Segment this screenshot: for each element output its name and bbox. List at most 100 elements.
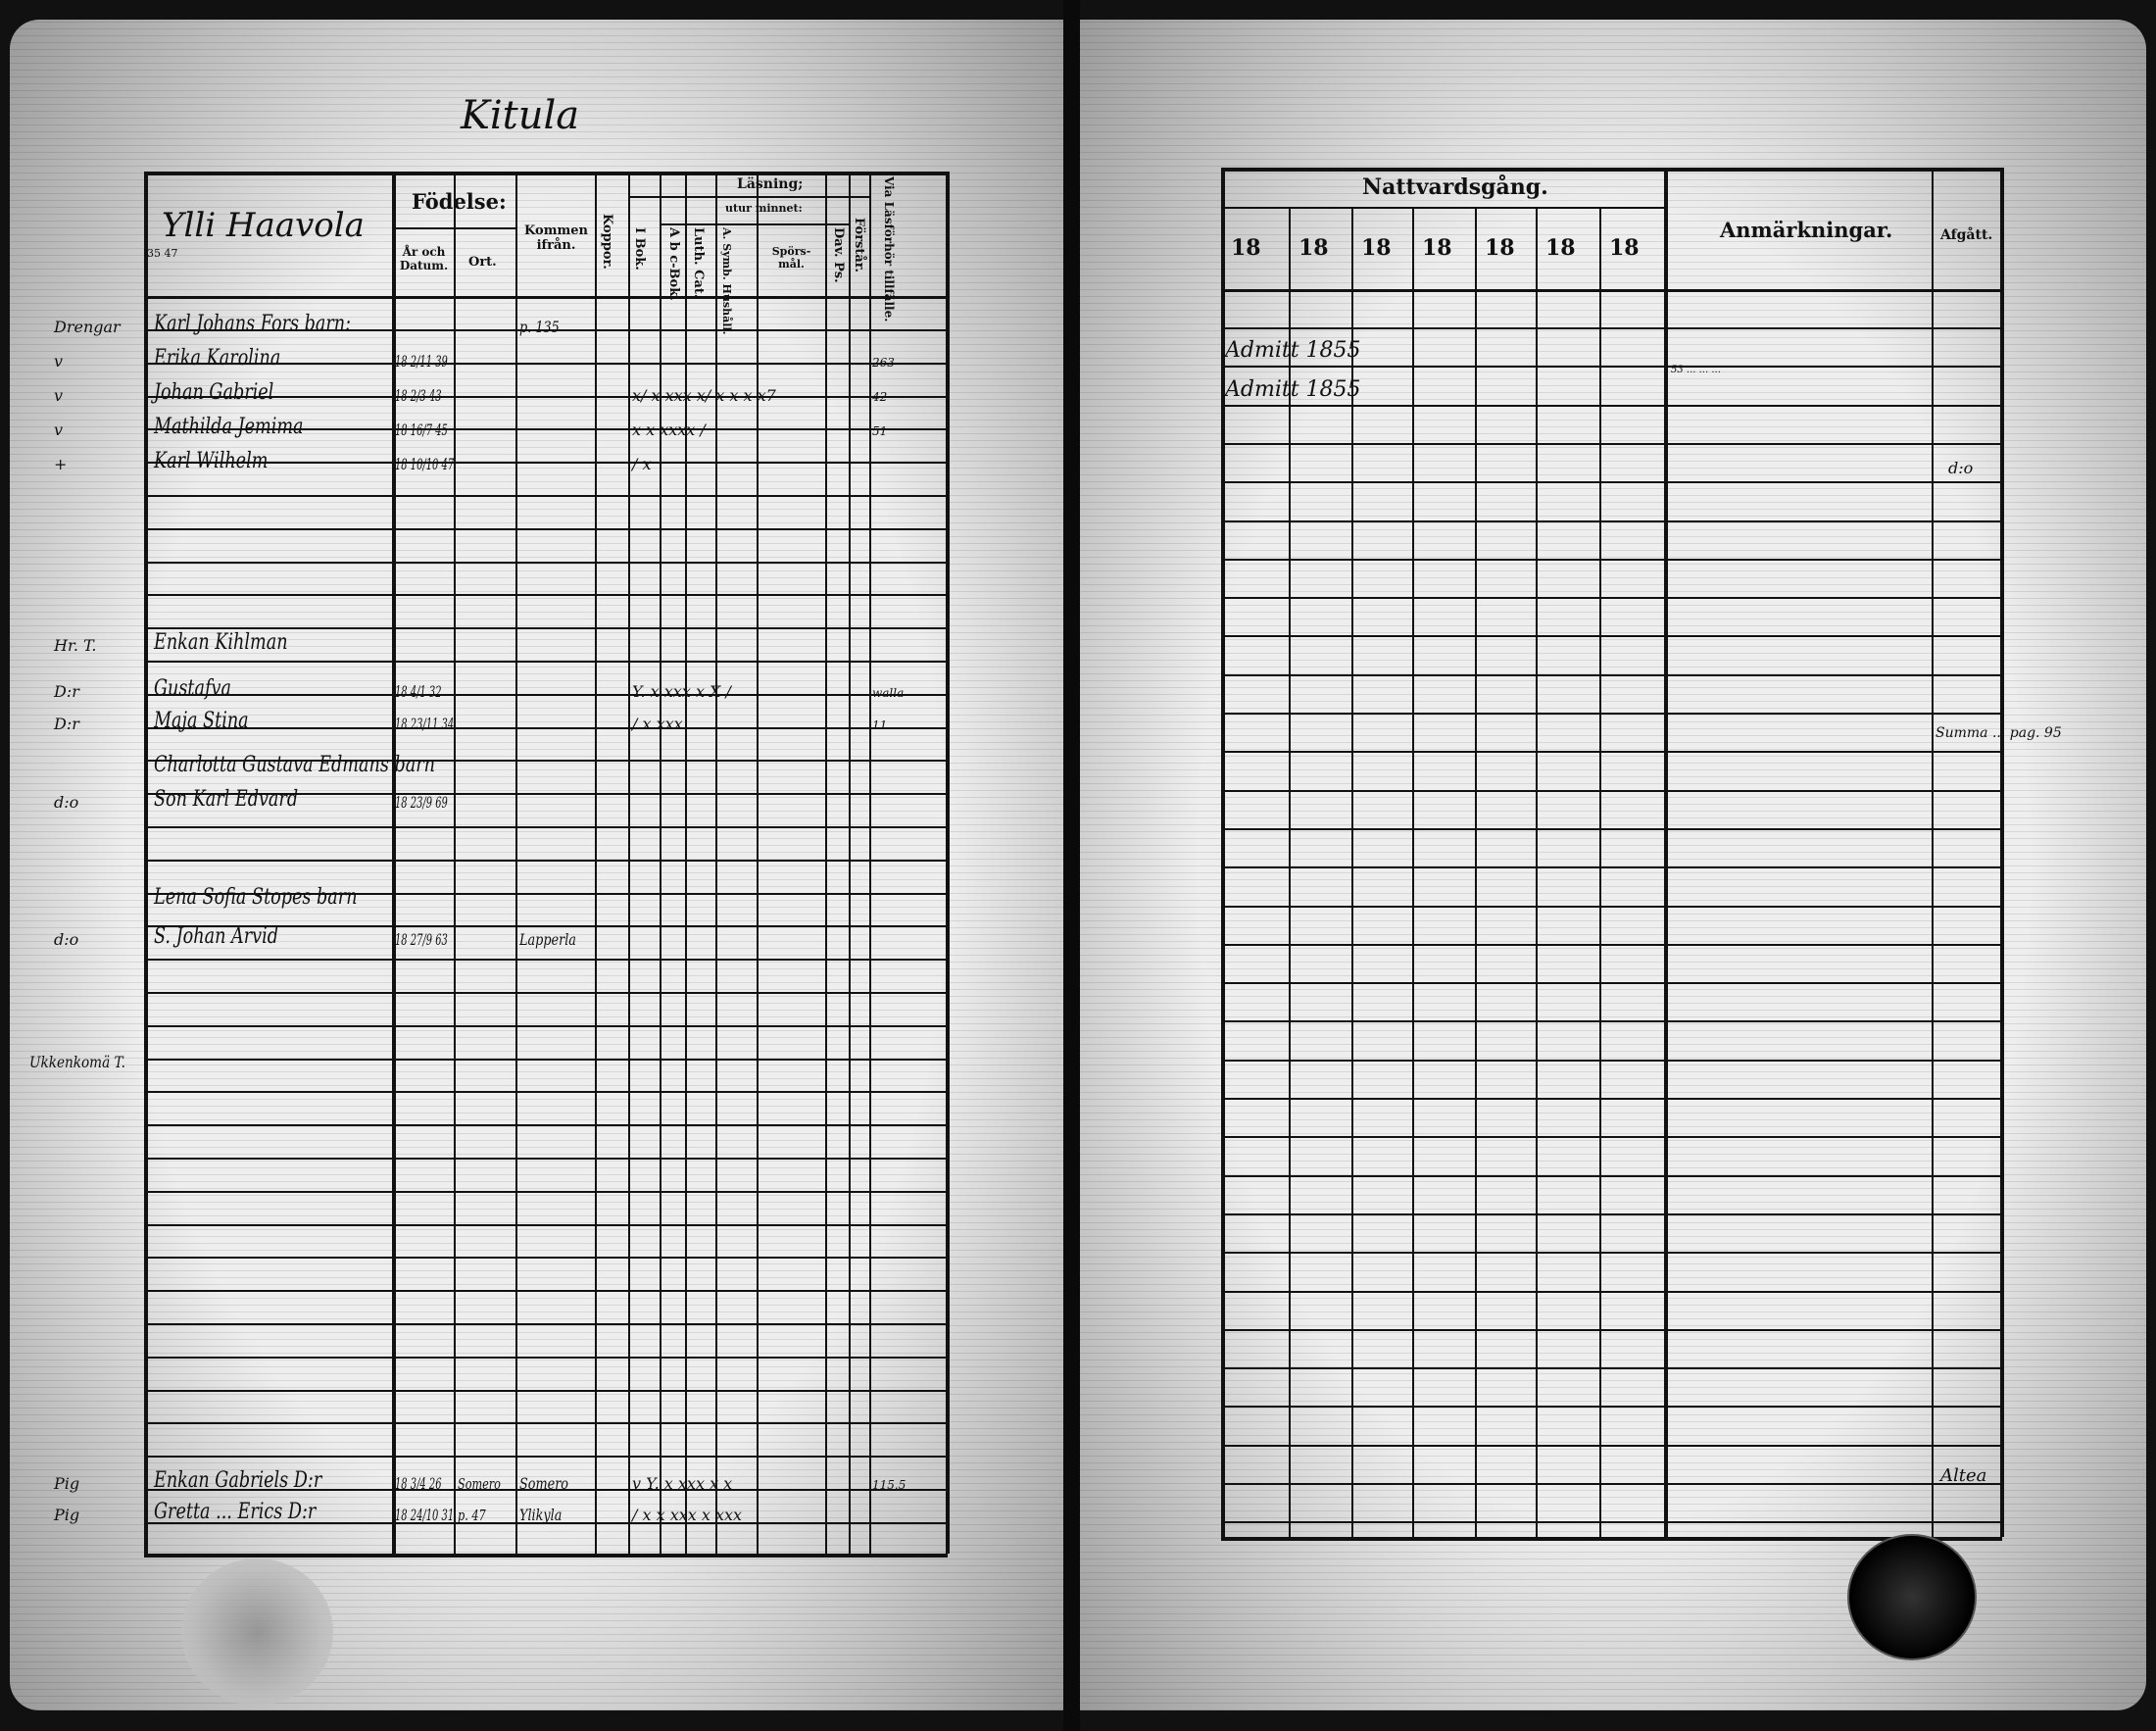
grid-line [1221,1020,2002,1023]
via-note: 42 [872,390,888,404]
village-name: Kitula [461,93,580,138]
grid-line [144,859,948,862]
grid-line [1221,289,2002,292]
grid-line [628,196,869,198]
person-name: Karl Johans Fors barn: [154,312,352,336]
grid-line [144,1489,948,1491]
person-name: Johan Gabriel [154,380,274,405]
header-kommen: Kommen ifrån. [524,223,588,253]
grid-line [1221,943,2002,946]
grid-line [660,172,662,1554]
grid-line [1664,168,1668,1537]
grid-line [1221,1174,2002,1177]
margin-note: + [54,455,68,473]
person-name: Gustafva [154,676,231,701]
grid-line [869,172,871,1554]
header-a-symb: A. Symb. Hushåll. [720,227,733,335]
grid-line [144,1521,948,1524]
reading-marks: / x x xxx x xxx [632,1506,743,1524]
grid-line [2000,168,2004,1537]
afgatt-entry: d:o [1948,459,1974,477]
remark: 53 ... ... ... [1671,365,1721,375]
grid-line [144,1158,948,1160]
farm-number: 35 47 [147,247,178,260]
margin-note: d:o [54,930,79,949]
person-name: Erika Karolina [154,346,281,371]
grid-line [1221,519,2002,522]
margin-note: Pig [54,1474,80,1493]
grid-line [1221,1444,2002,1447]
birth-date: 18 10/10 47 [395,455,455,473]
person-name: Charlotta Gustava Edmans barn [154,753,435,777]
book-gutter [1063,0,1080,1731]
grid-line [1221,1136,2002,1139]
grid-line [1351,207,1353,1537]
grid-line [1221,866,2002,869]
kommen-from: Ylikyla [519,1506,563,1524]
grid-line [1221,673,2002,676]
grid-line [1221,635,2002,638]
person-name: Karl Wilhelm [154,449,269,473]
via-note: 51 [872,424,888,438]
person-name: Enkan Kihlman [154,630,288,655]
header-ort: Ort. [468,255,497,270]
header-utur-minnet: utur minnet: [725,202,803,215]
person-name: Enkan Gabriels D:r [154,1468,322,1493]
grid-line [1221,1328,2002,1331]
year-column-header: 18 [1298,235,1329,261]
grid-line [1221,713,2002,715]
grid-line [1221,827,2002,830]
grid-line [144,1024,948,1027]
person-name: S. Johan Arvid [154,924,278,949]
grid-line [144,172,148,1554]
year-column-header: 18 [1545,235,1576,261]
grid-line [1221,366,2002,369]
grid-line [144,296,948,299]
grid-line [144,329,948,331]
header-luth-cat: Luth. Cat. [691,227,706,299]
grid-line [144,1223,948,1226]
margin-note: D:r [54,682,79,701]
grid-line [1221,1098,2002,1100]
reading-marks: / x xxx [632,715,683,733]
header-sporsmal: Spörs-mål. [771,245,811,271]
reading-marks: Y. x xxx x X / [632,682,731,701]
year-column-header: 18 [1231,235,1261,261]
grid-line [1221,404,2002,407]
margin-note: Hr. T. [54,636,97,655]
grid-line [1475,207,1477,1537]
birth-date: 18 24/10 31 [395,1506,455,1524]
grid-line [144,1091,948,1094]
grid-line [392,227,515,229]
grid-line [144,594,948,597]
grid-line [849,172,851,1554]
grid-line [144,1257,948,1260]
header-lasning: Läsning; [737,176,804,192]
grid-line [1221,442,2002,445]
grid-line [1221,168,2002,172]
grid-line [1221,982,2002,985]
header-koppor: Koppor. [600,214,614,270]
header-afgatt: Afgått. [1940,227,1993,243]
grid-line [1221,207,1664,209]
grid-line [1536,207,1538,1537]
header-fodelse: Födelse: [412,189,507,214]
grid-line [515,172,517,1554]
person-name: Son Karl Edvard [154,787,299,812]
grid-line [1221,1212,2002,1215]
grid-line [1221,1483,2002,1485]
via-note: 263 [872,356,895,370]
margin-note: v [54,352,64,371]
grid-line [628,172,630,1554]
birth-date: 18 2/11 39 [395,352,448,371]
grid-line [144,172,948,175]
margin-note: v [54,386,64,405]
margin-note: d:o [54,793,79,812]
entry-admitt: Admitt 1855 [1225,338,1361,363]
grid-line [1221,905,2002,908]
year-column-header: 18 [1361,235,1392,261]
grid-line [685,172,687,1554]
margin-note: Pig [54,1506,80,1524]
kommen-from: Lapperla [519,930,576,949]
farm-name: Ylli Haavola [162,206,365,245]
